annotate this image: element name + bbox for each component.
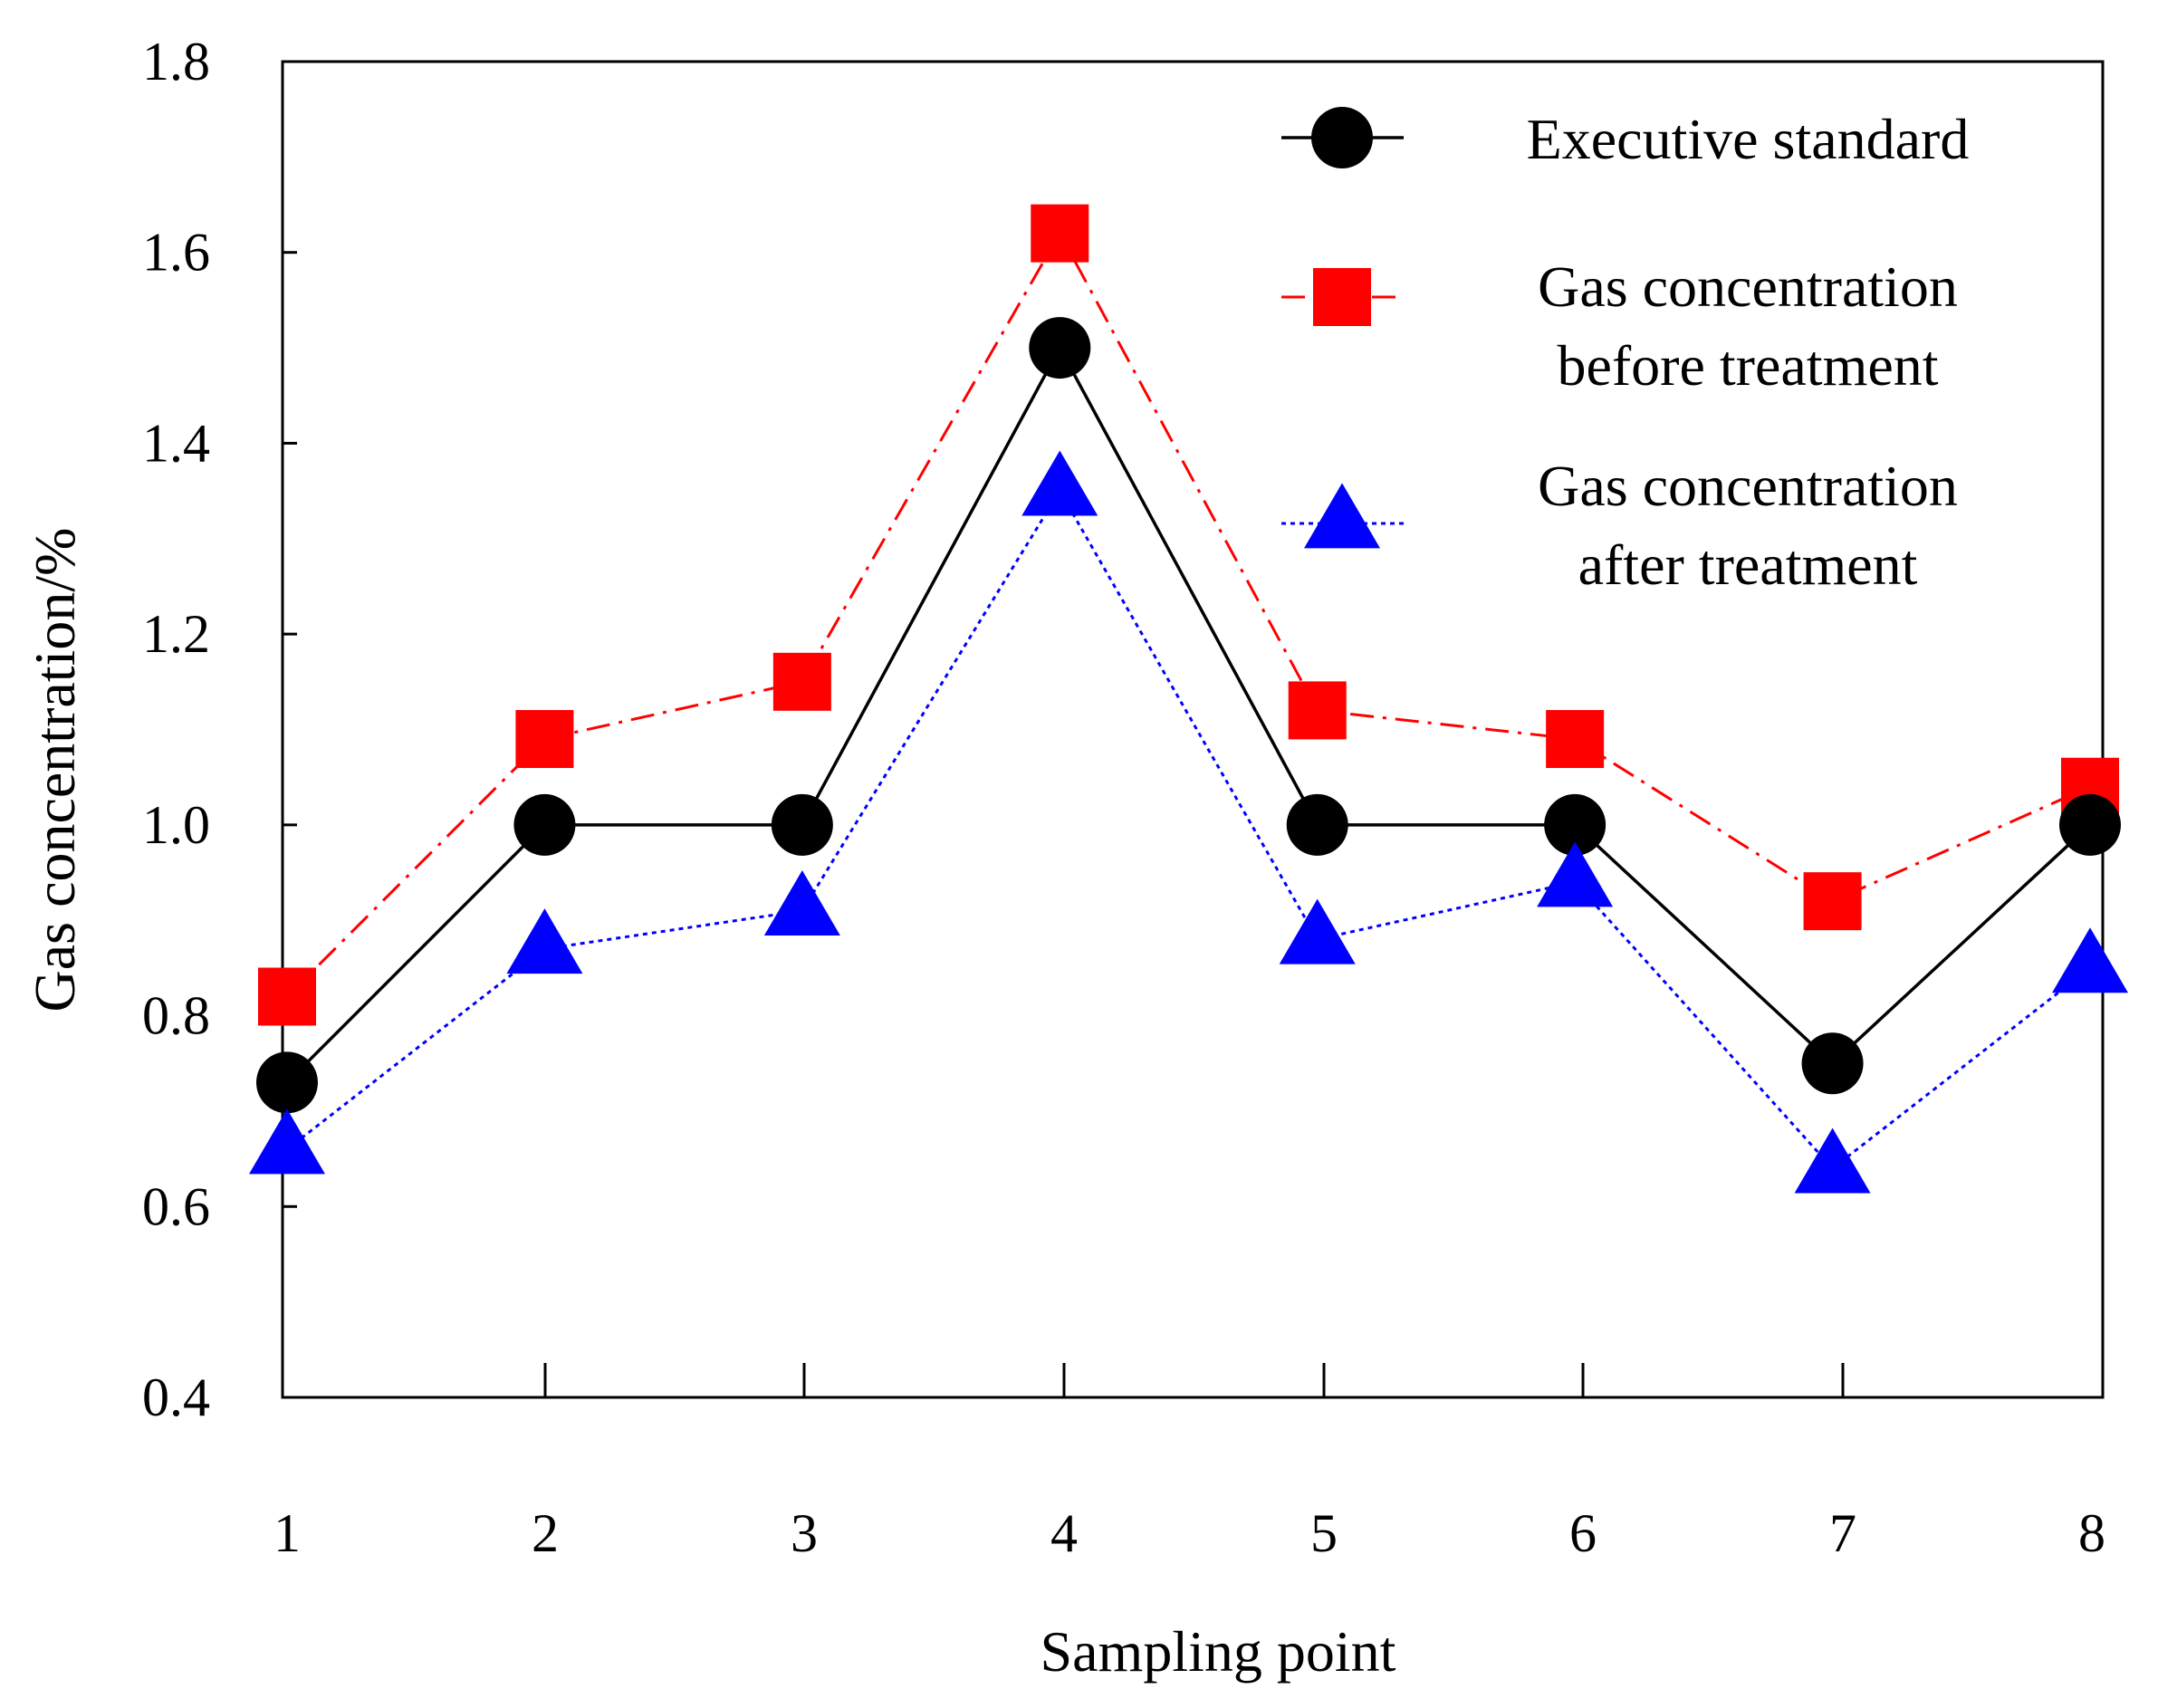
series-layer (249, 204, 2128, 1194)
legend-item-after-treatment: Gas concentration after treatment (1281, 454, 1958, 597)
plot-border (281, 60, 2105, 1399)
legend-label: Executive standard (1527, 107, 1970, 171)
legend-label: Gas concentration (1538, 454, 1958, 518)
data-point-before-treatment (258, 967, 316, 1026)
x-tick-label: 2 (532, 1503, 559, 1563)
y-tick-label: 0.4 (142, 1367, 210, 1427)
data-point-executive-standard (1286, 793, 1348, 856)
x-tick-label: 7 (1829, 1503, 1856, 1563)
data-point-before-treatment (1546, 710, 1605, 769)
data-point-executive-standard (1029, 317, 1091, 379)
y-axis: 0.4 0.6 0.8 1.0 1.2 1.4 1.6 1.8 (142, 32, 297, 1427)
data-point-executive-standard (256, 1051, 318, 1114)
x-axis: 1 2 3 4 5 6 7 8 (273, 1363, 2105, 1563)
legend: Executive standard Gas concentration befor… (1281, 107, 1969, 597)
data-point-after-treatment (1537, 841, 1614, 907)
y-tick-label: 1.2 (142, 604, 210, 664)
series-line-before-treatment (285, 230, 2091, 998)
data-point-after-treatment (2052, 927, 2128, 993)
y-tick-label: 0.8 (142, 986, 210, 1046)
data-point-before-treatment (1288, 681, 1347, 740)
legend-marker (1313, 268, 1371, 326)
y-tick-label: 1.8 (142, 32, 210, 91)
x-tick-label: 3 (791, 1503, 818, 1563)
series-before-treatment (258, 204, 2119, 1026)
legend-label: before treatment (1557, 333, 1938, 398)
series-line-executive-standard (285, 344, 2092, 1084)
legend-item-before-treatment: Gas concentration before treatment (1281, 254, 1958, 398)
data-point-executive-standard (1801, 1032, 1864, 1095)
data-point-before-treatment (1031, 204, 1089, 263)
x-tick-label: 1 (273, 1503, 301, 1563)
data-point-executive-standard (513, 793, 576, 856)
legend-marker (1304, 483, 1380, 549)
x-axis-title: Sampling point (1041, 1619, 1396, 1684)
data-point-after-treatment (1021, 450, 1098, 516)
y-tick-label: 1.0 (142, 795, 210, 855)
x-tick-label: 4 (1050, 1503, 1078, 1563)
data-point-executive-standard (1544, 793, 1607, 856)
legend-marker (1311, 107, 1373, 168)
x-tick-label: 5 (1310, 1503, 1338, 1563)
x-tick-label: 6 (1569, 1503, 1597, 1563)
legend-item-executive-standard: Executive standard (1281, 107, 1969, 171)
data-point-before-treatment (772, 652, 831, 711)
y-axis-title: Gas concentration/% (23, 528, 87, 1012)
legend-label: after treatment (1578, 533, 1918, 597)
data-point-before-treatment (1803, 872, 1862, 931)
series-executive-standard (256, 317, 2121, 1114)
data-point-executive-standard (771, 793, 833, 856)
x-tick-label: 8 (2078, 1503, 2105, 1563)
y-tick-label: 0.6 (142, 1176, 210, 1236)
data-point-after-treatment (506, 908, 583, 974)
data-point-after-treatment (1794, 1127, 1871, 1194)
data-point-after-treatment (763, 870, 840, 936)
y-tick-label: 1.6 (142, 223, 210, 283)
data-point-before-treatment (515, 710, 574, 769)
legend-label: Gas concentration (1538, 254, 1958, 319)
series-after-treatment (249, 450, 2128, 1194)
data-point-after-treatment (249, 1108, 325, 1175)
plot-frame (281, 60, 2105, 1399)
y-tick-label: 1.4 (142, 413, 210, 473)
data-point-executive-standard (2059, 793, 2121, 856)
data-point-after-treatment (1279, 898, 1356, 964)
